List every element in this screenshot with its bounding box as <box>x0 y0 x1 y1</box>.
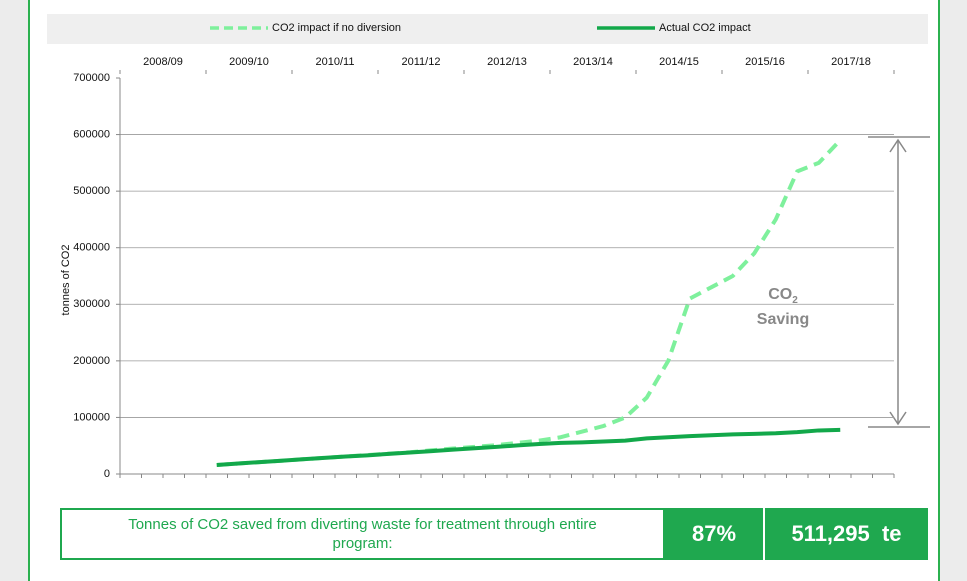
x-tick-label: 2014/15 <box>659 56 699 68</box>
series-line <box>216 138 842 467</box>
chart: tonnes of CO2 CO2 Saving 0 100000 200000 30… <box>47 14 930 480</box>
annotation-text: CO <box>768 286 792 303</box>
annotation-line2: Saving <box>757 311 809 328</box>
x-tick-label: 2011/12 <box>402 56 441 68</box>
summary-total: 511,295 te <box>791 521 902 546</box>
x-tick-label: 2010/11 <box>316 56 355 68</box>
x-tick-label: 2013/14 <box>573 56 613 68</box>
summary-label-box: Tonnes of CO2 saved from diverting waste… <box>60 508 665 560</box>
legend-label: CO2 impact if no diversion <box>272 22 401 34</box>
y-tick-label: 400000 <box>73 242 110 254</box>
x-tick-label: 2012/13 <box>487 56 527 68</box>
x-tick-label: 2017/18 <box>831 56 871 68</box>
summary-percent-box: 87% <box>665 508 763 560</box>
arrow-heads <box>889 138 907 426</box>
y-tick-label: 700000 <box>73 72 110 84</box>
y-tick-label: 100000 <box>73 411 110 423</box>
legend-label: Actual CO2 impact <box>659 22 751 34</box>
y-tick-label: 500000 <box>73 185 110 197</box>
annotation-subscript: 2 <box>792 295 798 306</box>
y-tick-label: 0 <box>104 468 110 480</box>
summary-percent: 87% <box>691 521 737 546</box>
y-tick-label: 300000 <box>73 298 110 310</box>
x-tick-label: 2008/09 <box>143 56 183 68</box>
x-tick-label: 2015/16 <box>745 56 785 68</box>
legend-bar <box>47 14 928 44</box>
x-tick-label: 2009/10 <box>229 56 269 68</box>
y-tick-label: 600000 <box>73 128 110 140</box>
summary-label: Tonnes of CO2 saved from diverting waste… <box>128 516 597 552</box>
y-axis-label: tonnes of CO2 <box>60 245 72 316</box>
panel <box>28 0 940 581</box>
annotation: CO2 <box>768 286 798 305</box>
summary-total-box: 511,295 te <box>765 508 928 560</box>
series-line <box>216 427 841 467</box>
y-tick-label: 200000 <box>73 355 110 367</box>
